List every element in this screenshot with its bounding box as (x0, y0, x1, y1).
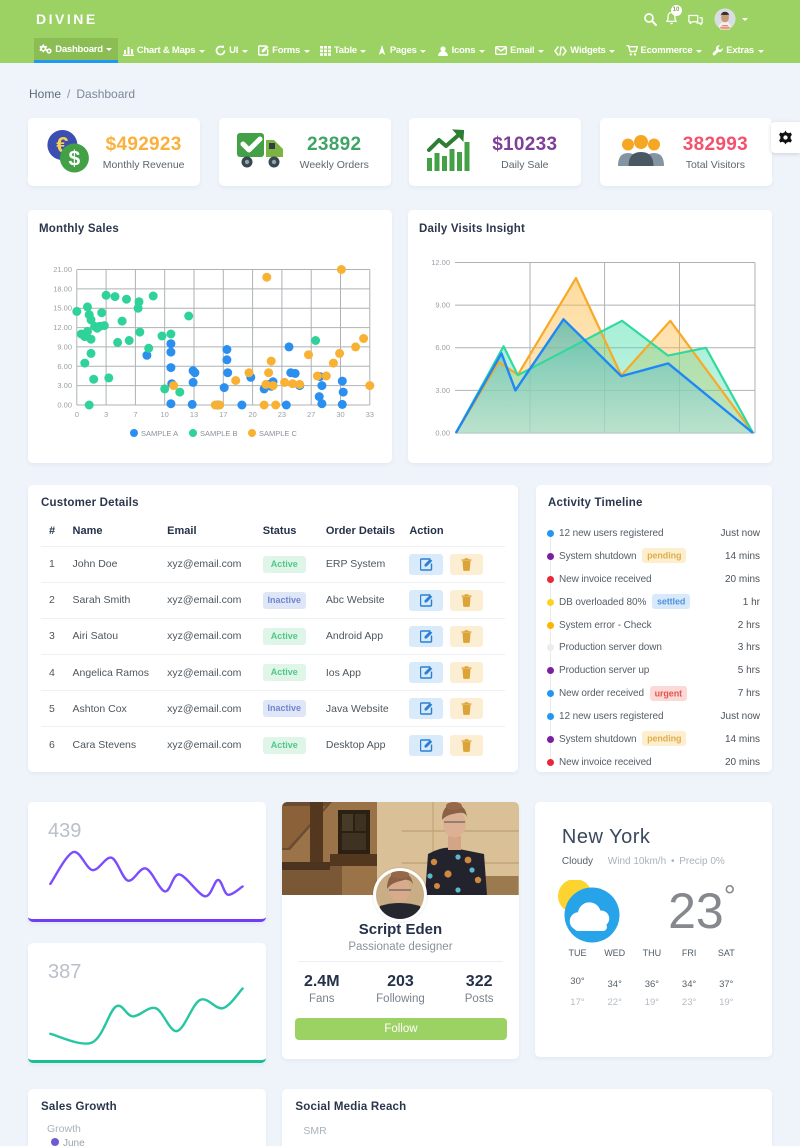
svg-text:7: 7 (133, 410, 137, 419)
svg-text:33: 33 (366, 410, 374, 419)
svg-text:0.00: 0.00 (435, 429, 450, 438)
svg-text:3.00: 3.00 (435, 386, 450, 395)
svg-text:9.00: 9.00 (57, 342, 72, 351)
svg-text:23: 23 (278, 410, 286, 419)
svg-text:18.00: 18.00 (53, 284, 72, 293)
svg-text:21.00: 21.00 (53, 265, 72, 274)
svg-text:0: 0 (75, 410, 79, 419)
svg-text:15.00: 15.00 (53, 304, 72, 313)
svg-text:6.00: 6.00 (57, 362, 72, 371)
svg-text:13: 13 (190, 410, 198, 419)
svg-text:17: 17 (219, 410, 227, 419)
svg-text:6.00: 6.00 (435, 343, 450, 352)
svg-text:27: 27 (307, 410, 315, 419)
svg-text:30: 30 (336, 410, 344, 419)
svg-text:12.00: 12.00 (53, 323, 72, 332)
svg-text:3: 3 (104, 410, 108, 419)
svg-text:3.00: 3.00 (57, 381, 72, 390)
svg-text:10: 10 (161, 410, 169, 419)
svg-text:20: 20 (248, 410, 256, 419)
svg-text:SAMPLE A: SAMPLE A (141, 429, 178, 438)
svg-text:9.00: 9.00 (435, 301, 450, 310)
svg-text:0.00: 0.00 (57, 401, 72, 410)
svg-text:SAMPLE C: SAMPLE C (259, 429, 298, 438)
svg-text:$: $ (69, 147, 81, 170)
svg-text:12.00: 12.00 (431, 258, 450, 267)
svg-text:SAMPLE B: SAMPLE B (200, 429, 238, 438)
